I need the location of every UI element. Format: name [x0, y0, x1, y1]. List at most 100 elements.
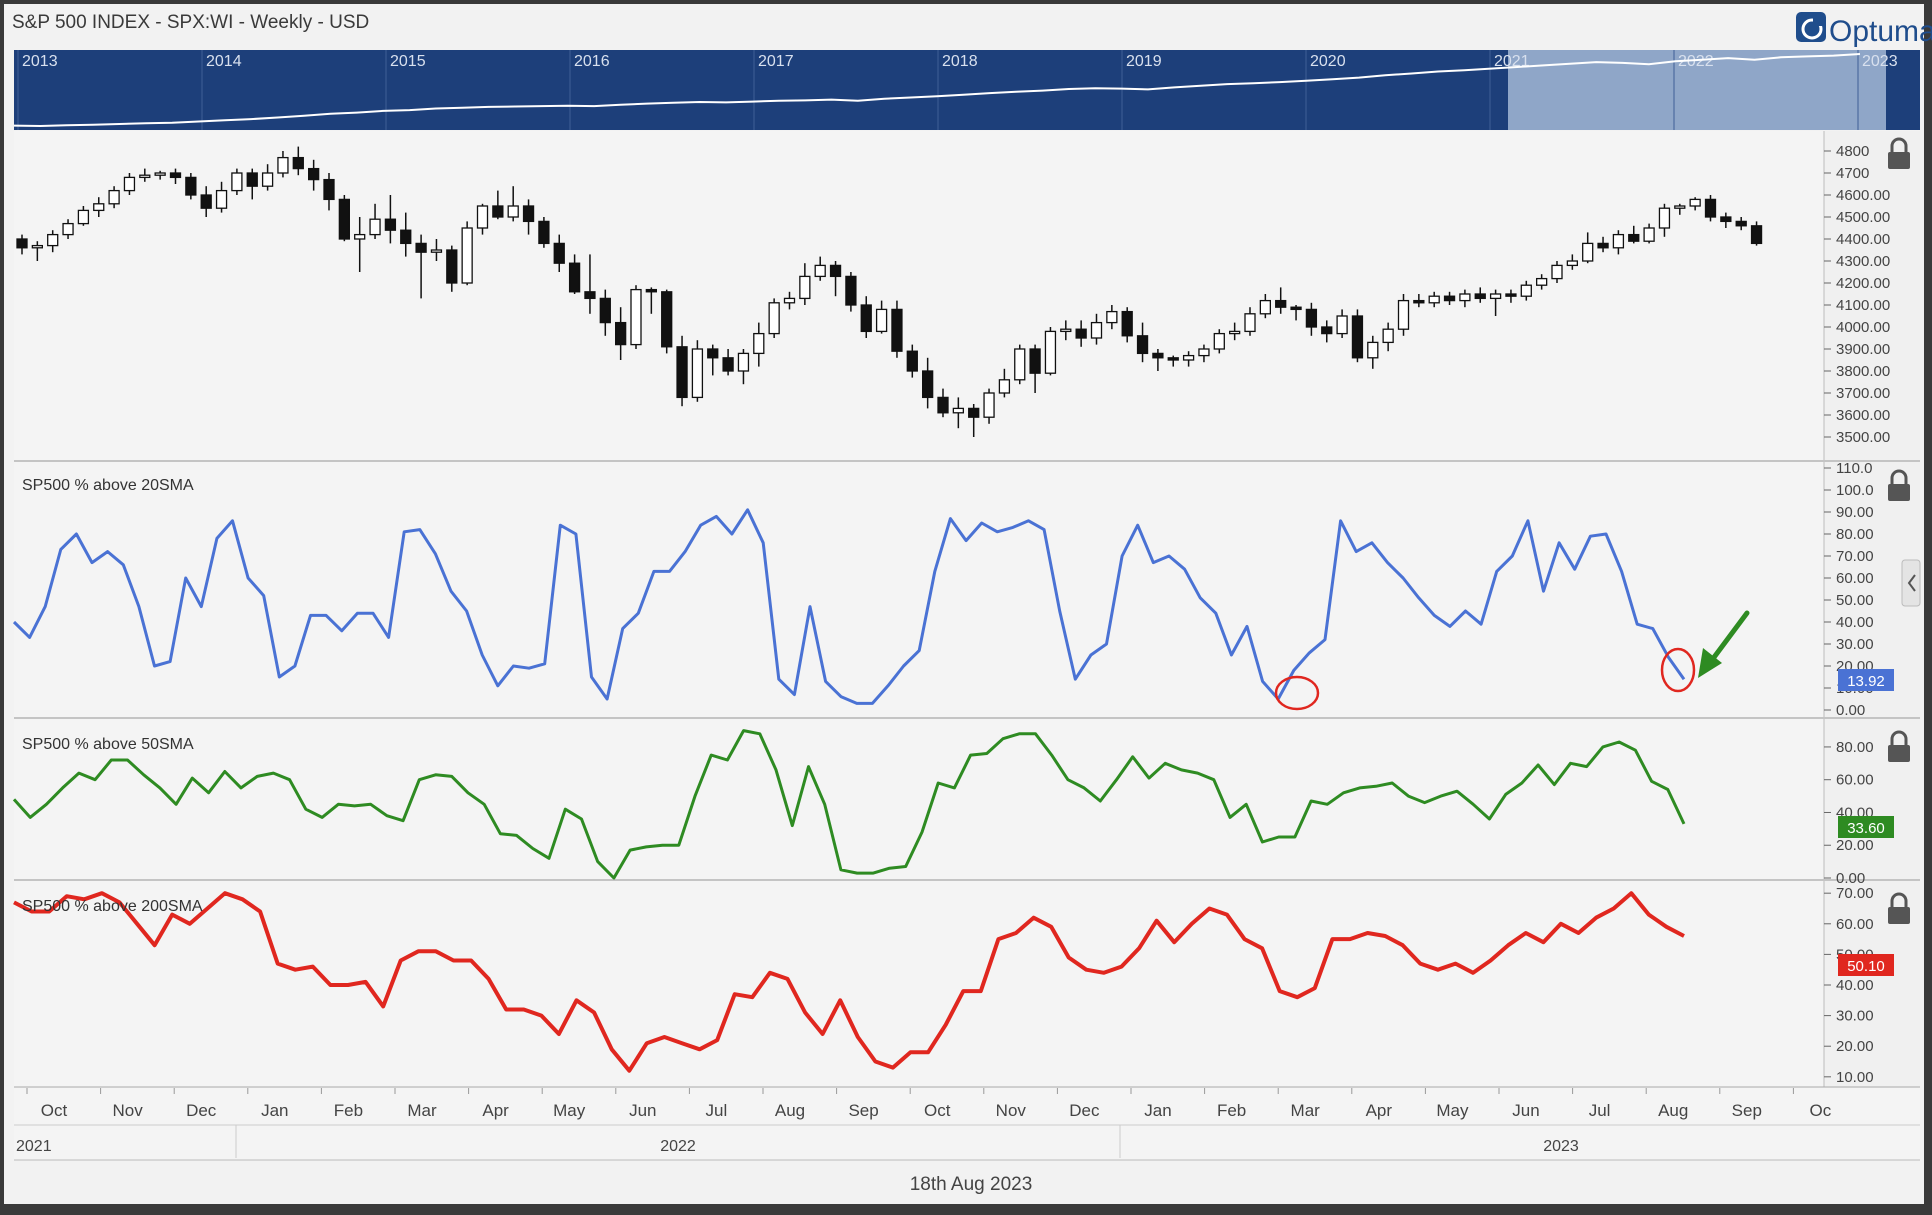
navigator-year-2013: 2013: [22, 53, 58, 70]
month-label: Feb: [334, 1101, 363, 1120]
navigator-year-2019: 2019: [1126, 53, 1162, 70]
price-candle: [1505, 289, 1517, 303]
price-candle: [707, 344, 719, 376]
price-candle: [1382, 322, 1394, 352]
price-candle: [1735, 217, 1747, 231]
price-candle: [93, 197, 105, 217]
price-candle: [1229, 322, 1241, 341]
navigator-year-2018: 2018: [942, 53, 978, 70]
price-candle: [1597, 236, 1609, 253]
price-candle: [1075, 320, 1087, 347]
price-candle: [814, 256, 826, 281]
navigator-year-2017: 2017: [758, 53, 794, 70]
year-label-2023: 2023: [1543, 1138, 1579, 1155]
collapse-panel-tab[interactable]: [1901, 559, 1921, 607]
axis-tick-label: 3700.00: [1836, 385, 1890, 402]
price-candle: [1305, 302, 1318, 336]
lock-icon[interactable]: [1888, 730, 1910, 762]
price-candle: [937, 388, 949, 418]
month-label: Aug: [1658, 1101, 1688, 1120]
time-axis: [14, 1088, 1920, 1160]
lock-icon[interactable]: [1888, 137, 1910, 169]
month-label: Apr: [1366, 1101, 1393, 1120]
price-candle: [1566, 254, 1578, 270]
axis-tick-label: 60.00: [1836, 772, 1874, 789]
price-candle: [630, 285, 642, 349]
lock-icon[interactable]: [1888, 892, 1910, 924]
price-candle: [1029, 344, 1041, 393]
price-candle: [906, 344, 918, 378]
axis-tick-label: 70.00: [1836, 885, 1874, 902]
lock-icon[interactable]: [1888, 469, 1910, 501]
ind20-panel: [14, 462, 1824, 718]
price-candle: [1152, 349, 1164, 371]
annotation-circle-aug: [1660, 647, 1696, 693]
annotation-circle-mar: [1274, 675, 1320, 711]
price-candle: [400, 212, 412, 257]
optuma-logo: Optuma: [1796, 12, 1932, 48]
month-label: Mar: [407, 1101, 437, 1120]
price-candle: [1750, 221, 1763, 246]
price-candle: [415, 234, 427, 299]
price-candle: [1136, 322, 1149, 363]
price-candle: [1367, 335, 1379, 369]
price-candle: [1275, 287, 1287, 314]
price-candle: [1582, 232, 1594, 264]
price-candle: [1489, 289, 1502, 316]
price-candle: [16, 234, 28, 255]
price-candle: [1290, 305, 1302, 321]
month-labels: Oct Nov Dec Jan Feb Mar Apr May Jun Jul Aug Sep Oct N…: [26, 1088, 1832, 1120]
axis-tick-label: 3900.00: [1836, 341, 1890, 358]
month-label: Sep: [848, 1101, 878, 1120]
price-candle: [1121, 307, 1133, 343]
price-candle: [384, 195, 397, 244]
month-label: Dec: [1069, 1101, 1100, 1120]
month-label: Apr: [482, 1101, 509, 1120]
month-label: Nov: [996, 1101, 1027, 1120]
ind200-value-badge: [1838, 954, 1894, 976]
chart-title: S&P 500 INDEX - SPX:WI - Weekly - USD: [12, 12, 369, 33]
ind50-panel: [14, 719, 1824, 880]
price-candle: [139, 168, 151, 182]
navigator-year-2022: 2022: [1678, 53, 1714, 70]
price-candle: [323, 173, 335, 211]
navigator-year-2021: 2021: [1494, 53, 1530, 70]
price-candle: [169, 168, 182, 184]
price-candle: [1044, 327, 1057, 376]
price-candle: [829, 261, 842, 297]
price-panel: [14, 131, 1824, 461]
price-candle: [215, 181, 228, 213]
price-candle: [1520, 280, 1532, 301]
price-candle: [430, 239, 443, 261]
price-candle: [661, 289, 673, 354]
month-label: Oct: [41, 1101, 68, 1120]
price-candle: [446, 245, 458, 292]
price-candle: [676, 335, 688, 407]
month-label: May: [1436, 1101, 1469, 1120]
price-candle: [1213, 329, 1225, 354]
axis-tick-label: 60.00: [1836, 916, 1874, 933]
axis-tick-label: 0.00: [1836, 870, 1865, 887]
price-candle: [31, 241, 43, 261]
navigator-price-line: [13, 53, 1861, 128]
ind200-panel: [14, 881, 1824, 1087]
axis-tick-label: 3800.00: [1836, 363, 1890, 380]
price-candle: [1551, 261, 1563, 283]
axis-tick-label: 4600.00: [1836, 187, 1890, 204]
ind20-value-label: 13.92: [1847, 673, 1885, 690]
price-candle: [1720, 212, 1732, 228]
axis-tick-label: 3500.00: [1836, 429, 1890, 446]
axis-tick-label: 20.00: [1836, 1038, 1874, 1055]
price-candle: [691, 340, 704, 402]
axis-tick-label: 4700: [1836, 165, 1869, 182]
brand-name: Optuma: [1829, 15, 1932, 48]
price-candle: [1658, 203, 1671, 237]
axis-tick-label: 90.00: [1836, 504, 1874, 521]
price-axis: 4800 4700 4600.00 4500.00 4400.00 4300.00 4200…: [1824, 143, 1890, 446]
price-candle: [1474, 287, 1486, 303]
axis-tick-label: 40.00: [1836, 977, 1874, 994]
month-label: Sep: [1732, 1101, 1762, 1120]
